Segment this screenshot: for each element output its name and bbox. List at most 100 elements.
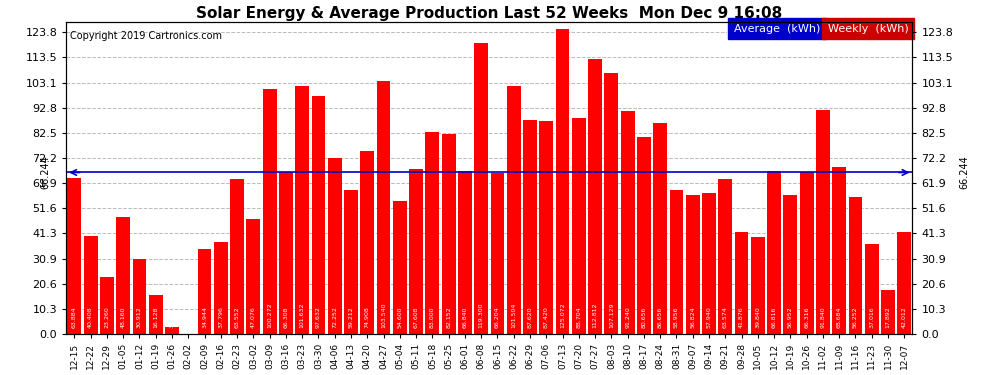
Bar bbox=[279, 172, 293, 334]
Bar bbox=[540, 121, 553, 334]
Bar bbox=[262, 89, 276, 334]
Text: 67.608: 67.608 bbox=[414, 307, 419, 328]
Text: 80.656: 80.656 bbox=[642, 307, 646, 328]
Text: 16.128: 16.128 bbox=[153, 307, 158, 328]
Bar bbox=[621, 111, 635, 334]
Text: 58.956: 58.956 bbox=[674, 307, 679, 328]
Bar bbox=[116, 217, 130, 334]
Bar bbox=[133, 259, 147, 334]
Text: 30.912: 30.912 bbox=[137, 306, 142, 328]
Text: 68.684: 68.684 bbox=[837, 307, 842, 328]
Bar bbox=[555, 29, 569, 334]
Bar bbox=[84, 236, 98, 334]
Bar bbox=[214, 242, 228, 334]
Bar bbox=[100, 278, 114, 334]
Bar bbox=[588, 59, 602, 334]
Bar bbox=[165, 327, 179, 334]
Text: 57.940: 57.940 bbox=[707, 306, 712, 328]
Bar bbox=[523, 120, 537, 334]
Bar bbox=[148, 295, 162, 334]
Text: 125.072: 125.072 bbox=[560, 303, 565, 328]
Bar bbox=[247, 219, 260, 334]
Bar bbox=[426, 132, 440, 334]
Bar bbox=[67, 178, 81, 334]
Bar bbox=[393, 201, 407, 334]
Bar bbox=[751, 237, 764, 334]
Text: 87.620: 87.620 bbox=[528, 306, 533, 328]
Text: 37.796: 37.796 bbox=[219, 306, 224, 328]
Text: 17.892: 17.892 bbox=[885, 306, 891, 328]
Text: 91.840: 91.840 bbox=[821, 306, 826, 328]
Text: 66.244: 66.244 bbox=[41, 156, 50, 189]
Text: 100.272: 100.272 bbox=[267, 303, 272, 328]
Text: 56.252: 56.252 bbox=[853, 306, 858, 328]
Bar bbox=[328, 158, 342, 334]
Bar bbox=[865, 244, 879, 334]
Bar bbox=[848, 197, 862, 334]
Text: 23.260: 23.260 bbox=[104, 306, 110, 328]
Text: 39.840: 39.840 bbox=[755, 306, 760, 328]
Text: 34.944: 34.944 bbox=[202, 306, 207, 328]
Text: 101.632: 101.632 bbox=[300, 303, 305, 328]
Text: 66.816: 66.816 bbox=[771, 307, 776, 328]
Bar bbox=[491, 172, 504, 334]
Bar bbox=[409, 169, 423, 334]
Text: 63.552: 63.552 bbox=[235, 306, 240, 328]
Text: 82.152: 82.152 bbox=[446, 306, 451, 328]
Text: 42.012: 42.012 bbox=[902, 306, 907, 328]
Bar bbox=[881, 291, 895, 334]
Text: 54.600: 54.600 bbox=[397, 307, 402, 328]
Bar bbox=[800, 172, 814, 334]
Legend: Average  (kWh), Weekly  (kWh): Average (kWh), Weekly (kWh) bbox=[727, 22, 911, 36]
Bar bbox=[653, 123, 667, 334]
Text: 103.540: 103.540 bbox=[381, 303, 386, 328]
Bar bbox=[458, 171, 472, 334]
Bar bbox=[198, 249, 212, 334]
Text: 48.160: 48.160 bbox=[121, 307, 126, 328]
Bar bbox=[295, 86, 309, 334]
Bar bbox=[507, 86, 521, 334]
Text: 3.012: 3.012 bbox=[169, 310, 174, 328]
Bar bbox=[897, 232, 911, 334]
Text: 40.408: 40.408 bbox=[88, 306, 93, 328]
Bar bbox=[637, 137, 650, 334]
Text: 59.212: 59.212 bbox=[348, 306, 353, 328]
Text: 74.908: 74.908 bbox=[364, 306, 370, 328]
Bar bbox=[474, 43, 488, 334]
Bar bbox=[833, 166, 846, 334]
Text: 66.204: 66.204 bbox=[495, 306, 500, 328]
Text: 112.812: 112.812 bbox=[593, 303, 598, 328]
Text: 47.076: 47.076 bbox=[250, 306, 255, 328]
Bar bbox=[686, 195, 700, 334]
Bar bbox=[360, 152, 374, 334]
Bar bbox=[345, 190, 358, 334]
Bar bbox=[735, 232, 748, 334]
Bar bbox=[816, 110, 830, 334]
Text: 66.840: 66.840 bbox=[462, 307, 467, 328]
Bar bbox=[376, 81, 390, 334]
Text: 88.704: 88.704 bbox=[576, 306, 581, 328]
Bar bbox=[231, 179, 245, 334]
Text: Copyright 2019 Cartronics.com: Copyright 2019 Cartronics.com bbox=[70, 31, 223, 41]
Text: 72.252: 72.252 bbox=[333, 306, 338, 328]
Title: Solar Energy & Average Production Last 52 Weeks  Mon Dec 9 16:08: Solar Energy & Average Production Last 5… bbox=[196, 6, 782, 21]
Bar bbox=[312, 96, 326, 334]
Bar bbox=[767, 171, 781, 334]
Text: 87.420: 87.420 bbox=[544, 306, 548, 328]
Bar bbox=[719, 179, 733, 334]
Bar bbox=[702, 193, 716, 334]
Text: 56.824: 56.824 bbox=[690, 306, 695, 328]
Text: 66.244: 66.244 bbox=[959, 156, 969, 189]
Bar bbox=[669, 190, 683, 334]
Bar bbox=[442, 134, 455, 334]
Text: 63.574: 63.574 bbox=[723, 306, 728, 328]
Bar bbox=[605, 73, 619, 334]
Text: 86.656: 86.656 bbox=[657, 307, 662, 328]
Text: 101.504: 101.504 bbox=[511, 303, 516, 328]
Text: 37.016: 37.016 bbox=[869, 306, 874, 328]
Text: 66.316: 66.316 bbox=[804, 307, 809, 328]
Text: 56.952: 56.952 bbox=[788, 306, 793, 328]
Text: 83.000: 83.000 bbox=[430, 307, 435, 328]
Text: 119.300: 119.300 bbox=[479, 303, 484, 328]
Text: 107.129: 107.129 bbox=[609, 303, 614, 328]
